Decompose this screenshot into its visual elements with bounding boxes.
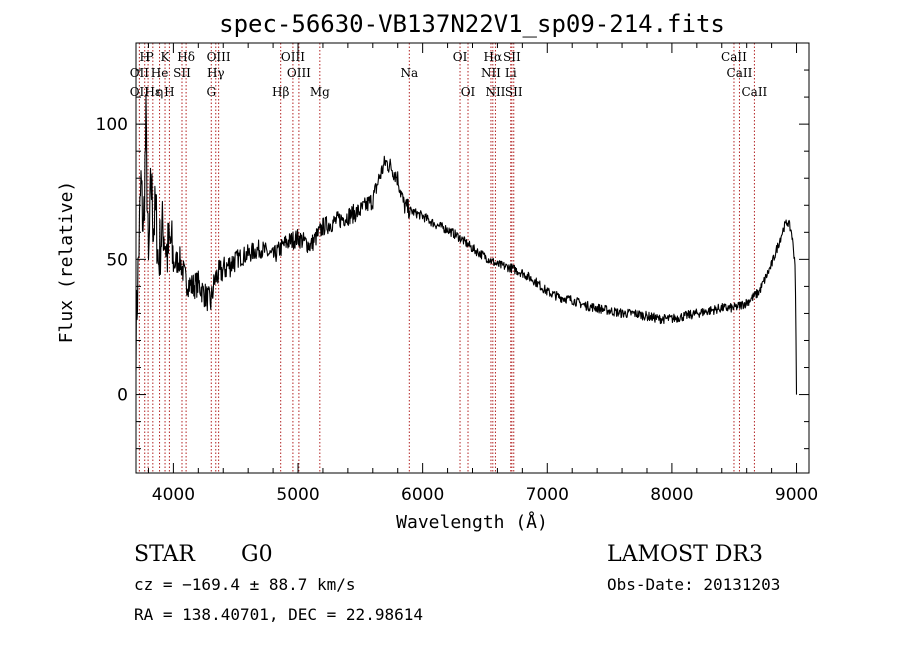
- spectral-line-label: H: [139, 50, 149, 64]
- spectral-line-label: Na: [400, 66, 418, 80]
- spectral-line-label: Hβ: [272, 85, 289, 99]
- spectral-line-label: Li: [505, 66, 517, 80]
- spectral-line-label: Hα: [484, 50, 503, 64]
- spectral-line-label: NII: [481, 66, 501, 80]
- spectral-line-label: G: [206, 85, 216, 99]
- coordinates: RA = 138.40701, DEC = 22.98614: [134, 605, 423, 624]
- spectral-line-label: Hγ: [207, 66, 225, 80]
- x-tick-label: 4000: [152, 485, 195, 505]
- x-tick-label: 7000: [526, 485, 569, 505]
- spectral-line-label: η: [156, 85, 163, 99]
- spectral-line-label: He: [151, 66, 169, 80]
- x-tick-label: 5000: [276, 485, 319, 505]
- spectral-line-label: Hε: [144, 85, 161, 99]
- x-tick-label: 8000: [650, 485, 693, 505]
- spectral-line-label: CaII: [741, 85, 767, 99]
- plot-frame: [135, 42, 810, 474]
- spectral-line-label: OIII: [287, 66, 311, 80]
- y-tick-label: 0: [117, 386, 128, 406]
- spectral-line-label: CaII: [727, 66, 753, 80]
- spectral-line-label: OIII: [207, 50, 231, 64]
- spectral-line-label: P: [146, 50, 154, 64]
- axis-ticks: [136, 43, 809, 473]
- spectral-line-label: SII: [505, 85, 523, 99]
- spectrum-line: [135, 93, 798, 395]
- spectral-line-label: OIII: [281, 50, 305, 64]
- spectral-line-markers: [138, 43, 755, 473]
- spectral-line-label: SII: [503, 50, 521, 64]
- y-tick-label: 50: [106, 250, 128, 270]
- spectral-line-label: SII: [173, 66, 191, 80]
- spectral-line-label: CaII: [721, 50, 747, 64]
- spectral-line-label: OI: [453, 50, 468, 64]
- axis-tick-labels: 4000 5000 6000 7000 8000 9000 0 50 100: [96, 115, 819, 505]
- spectral-line-label: Mg: [310, 85, 330, 99]
- redshift-velocity: cz = −169.4 ± 88.7 km/s: [134, 575, 356, 594]
- x-tick-label: 6000: [401, 485, 444, 505]
- object-class: STAR: [134, 542, 196, 567]
- survey-label: LAMOST DR3: [607, 542, 763, 567]
- spectral-line-label: OI: [461, 85, 476, 99]
- spectral-line-label: OII: [130, 85, 150, 99]
- chart-title: spec-56630-VB137N22V1_sp09-214.fits: [219, 10, 725, 38]
- spectral-line-label: K: [161, 50, 171, 64]
- y-tick-label: 100: [96, 115, 128, 135]
- spectral-line-label: Hδ: [177, 50, 195, 64]
- spectral-line-label: NII: [485, 85, 505, 99]
- observation-date: Obs-Date: 20131203: [607, 575, 780, 594]
- x-axis-label: Wavelength (Å): [396, 511, 548, 533]
- y-axis-label: Flux (relative): [56, 181, 77, 344]
- spectral-line-label: H: [164, 85, 174, 99]
- spectral-line-label: OII: [130, 66, 150, 80]
- object-subclass: G0: [241, 542, 273, 567]
- x-tick-label: 9000: [775, 485, 818, 505]
